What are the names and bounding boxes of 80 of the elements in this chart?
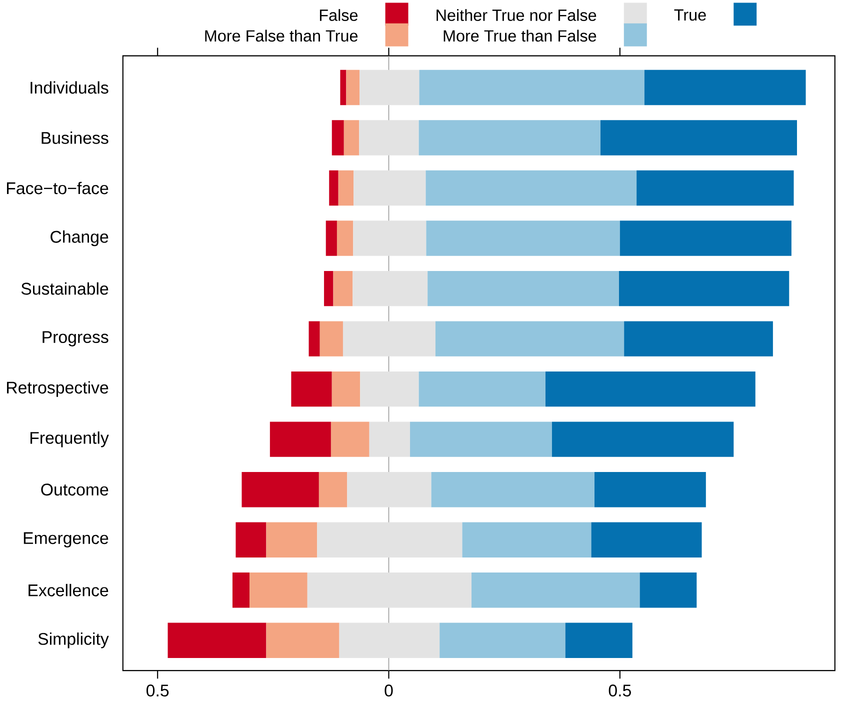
bar [318, 472, 348, 508]
y-tick-label: Frequently [30, 431, 109, 448]
bar [353, 220, 426, 256]
bar [594, 472, 706, 508]
bar [317, 522, 462, 558]
y-tick-label: Excellence [28, 584, 108, 596]
y-tick-label: Outcome [41, 484, 108, 496]
y-tick-label: Individuals [30, 81, 108, 94]
bar [168, 622, 266, 658]
bar [600, 120, 797, 156]
bar [410, 422, 552, 457]
legend-label: More False than True [205, 30, 358, 42]
bar [308, 321, 320, 356]
bar [359, 120, 419, 156]
y-tick-label: Sustainable [21, 282, 108, 295]
bar [339, 622, 440, 658]
bar [324, 270, 334, 306]
legend-label: False [320, 9, 358, 21]
bar [360, 70, 420, 106]
bar [428, 270, 619, 306]
bar [352, 270, 428, 306]
bar [307, 572, 472, 608]
bar [330, 422, 370, 457]
bar [340, 70, 346, 106]
bar [360, 371, 419, 407]
bar [552, 422, 734, 457]
legend-label: True [674, 9, 706, 21]
y-tick-label: Progress [42, 331, 108, 346]
bar [545, 371, 756, 407]
bar [354, 170, 426, 206]
bar [266, 622, 340, 658]
bar [270, 422, 331, 457]
bar [342, 321, 436, 356]
bar [326, 220, 337, 256]
bar [332, 120, 344, 156]
bar [426, 170, 637, 206]
x-tick-label: 0.5 [146, 684, 169, 696]
bar [347, 472, 432, 508]
bar [620, 220, 792, 256]
bar [435, 321, 624, 356]
bar [266, 522, 318, 558]
y-tick-label: Simplicity [38, 632, 109, 648]
bar [232, 572, 250, 608]
bar [250, 572, 308, 608]
bar [624, 321, 773, 356]
bar [338, 170, 354, 206]
bar [636, 170, 794, 206]
y-tick-label: Face−to−face [7, 182, 108, 194]
bar [346, 70, 360, 106]
bar [591, 522, 702, 558]
bar [618, 270, 790, 306]
bar [332, 371, 360, 407]
bar [329, 170, 338, 206]
bar [344, 120, 360, 156]
bar [462, 522, 592, 558]
bar [419, 70, 644, 106]
x-tick-label: 0 [384, 684, 393, 696]
y-tick-label: Business [42, 131, 108, 144]
legend-label: More True than False [444, 30, 596, 42]
bar [472, 572, 640, 608]
bar [418, 120, 600, 156]
bar [644, 70, 806, 106]
y-tick-label: Emergence [24, 532, 108, 548]
y-tick-label: Retrospective [7, 381, 108, 397]
legend-label: Neither True nor False [436, 9, 596, 21]
bar [333, 270, 353, 306]
bar [320, 321, 343, 356]
bar [336, 220, 354, 256]
bar [369, 422, 410, 457]
bar [565, 622, 632, 658]
x-tick-label: 0.5 [608, 684, 631, 696]
bar [242, 472, 319, 508]
y-tick-label: Change [50, 230, 108, 246]
bar [291, 371, 332, 407]
bar [418, 371, 546, 407]
bar [640, 572, 697, 608]
bar [440, 622, 566, 658]
bar [431, 472, 594, 508]
bar [426, 220, 620, 256]
bar [236, 522, 266, 558]
